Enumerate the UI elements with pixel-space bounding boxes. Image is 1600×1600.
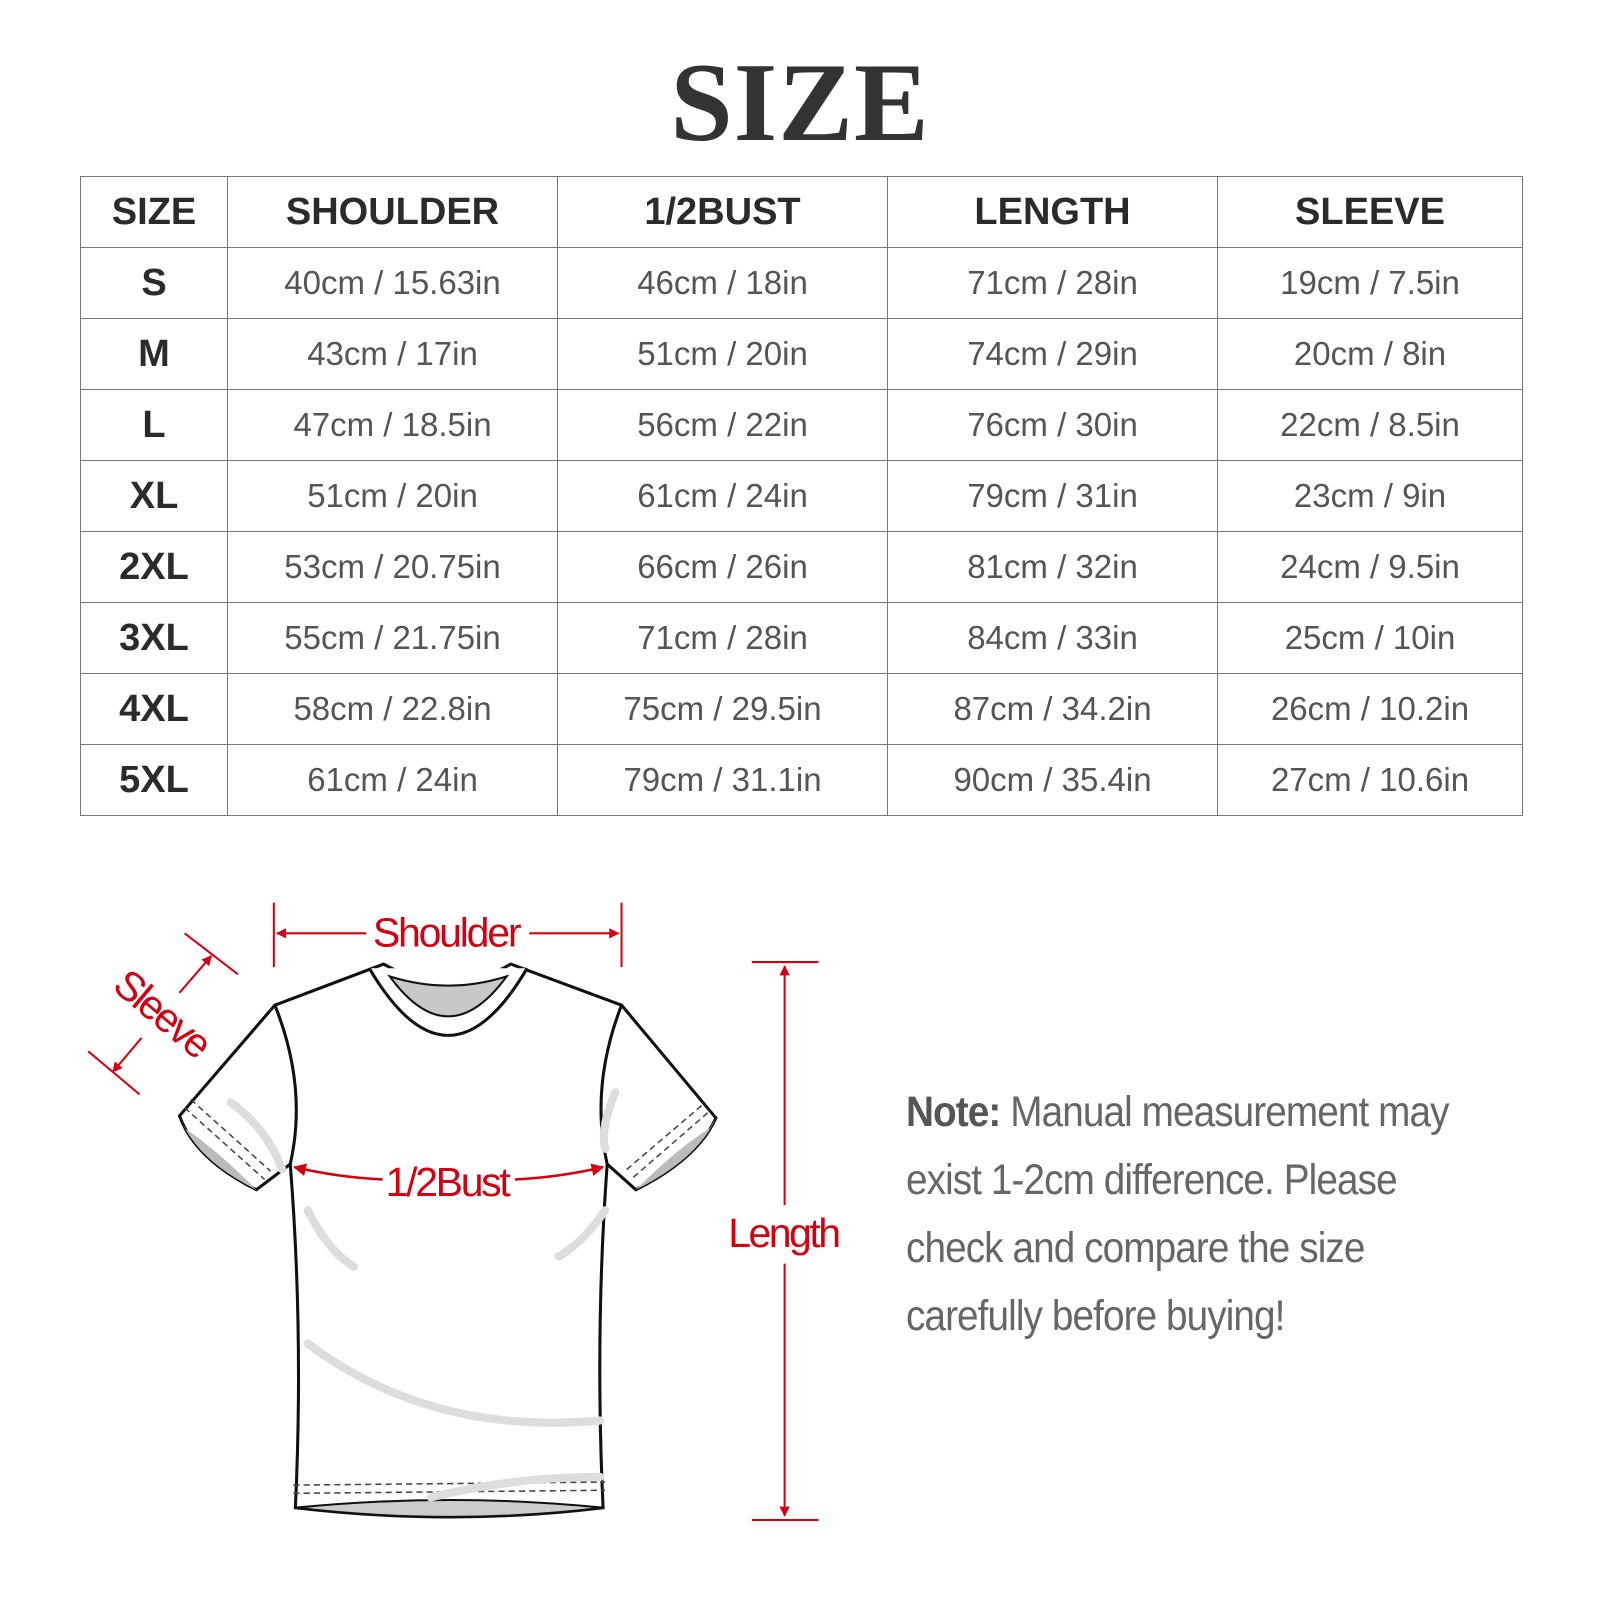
cell-length: 90cm / 35.4in bbox=[887, 744, 1218, 816]
header-sleeve: SLEEVE bbox=[1217, 176, 1523, 248]
cell-size: XL bbox=[80, 460, 228, 532]
page-title: SIZE bbox=[670, 41, 930, 165]
cell-sleeve: 24cm / 9.5in bbox=[1217, 531, 1523, 603]
cell-bust: 71cm / 28in bbox=[557, 602, 888, 674]
table-header-row: SIZE SHOULDER 1/2BUST LENGTH SLEEVE bbox=[80, 176, 1523, 248]
table-row: M 43cm / 17in 51cm / 20in 74cm / 29in 20cm /… bbox=[80, 318, 1523, 390]
header-length: LENGTH bbox=[887, 176, 1218, 248]
table-row: XL 51cm / 20in 61cm / 24in 79cm / 31in 23cm … bbox=[80, 460, 1523, 532]
header-bust: 1/2BUST bbox=[557, 176, 888, 248]
cell-bust: 75cm / 29.5in bbox=[557, 673, 888, 745]
cell-shoulder: 40cm / 15.63in bbox=[227, 247, 558, 319]
cell-length: 81cm / 32in bbox=[887, 531, 1218, 603]
measurement-note: Note: Manual measurement may exist 1-2cm… bbox=[906, 1078, 1500, 1350]
cell-bust: 61cm / 24in bbox=[557, 460, 888, 532]
cell-bust: 46cm / 18in bbox=[557, 247, 888, 319]
cell-shoulder: 55cm / 21.75in bbox=[227, 602, 558, 674]
cell-length: 74cm / 29in bbox=[887, 318, 1218, 390]
table-row: S 40cm / 15.63in 46cm / 18in 71cm / 28in 19c… bbox=[80, 247, 1523, 319]
table-row: 3XL 55cm / 21.75in 71cm / 28in 84cm / 33in 2… bbox=[80, 602, 1523, 674]
cell-shoulder: 61cm / 24in bbox=[227, 744, 558, 816]
cell-bust: 79cm / 31.1in bbox=[557, 744, 888, 816]
cell-shoulder: 51cm / 20in bbox=[227, 460, 558, 532]
cell-sleeve: 23cm / 9in bbox=[1217, 460, 1523, 532]
cell-size: L bbox=[80, 389, 228, 461]
cell-shoulder: 43cm / 17in bbox=[227, 318, 558, 390]
cell-length: 84cm / 33in bbox=[887, 602, 1218, 674]
cell-sleeve: 20cm / 8in bbox=[1217, 318, 1523, 390]
table-row: 2XL 53cm / 20.75in 66cm / 26in 81cm / 32in 2… bbox=[80, 531, 1523, 603]
cell-size: S bbox=[80, 247, 228, 319]
cell-sleeve: 27cm / 10.6in bbox=[1217, 744, 1523, 816]
cell-sleeve: 26cm / 10.2in bbox=[1217, 673, 1523, 745]
cell-length: 71cm / 28in bbox=[887, 247, 1218, 319]
length-measure: Length bbox=[728, 961, 841, 1522]
cell-size: 5XL bbox=[80, 744, 228, 816]
cell-sleeve: 25cm / 10in bbox=[1217, 602, 1523, 674]
note-text: Manual measurement may exist 1-2cm diffe… bbox=[906, 1088, 1449, 1340]
header-size: SIZE bbox=[80, 176, 228, 248]
note-label: Note: bbox=[906, 1088, 1001, 1136]
cell-size: 4XL bbox=[80, 673, 228, 745]
cell-size: M bbox=[80, 318, 228, 390]
table-row: L 47cm / 18.5in 56cm / 22in 76cm / 30in 22cm… bbox=[80, 389, 1523, 461]
length-label: Length bbox=[728, 1210, 841, 1256]
tshirt-outline bbox=[177, 962, 718, 1519]
sleeve-label: Sleeve bbox=[105, 960, 221, 1068]
sleeve-measure: Sleeve bbox=[87, 932, 239, 1096]
bust-label: 1/2Bust bbox=[386, 1159, 512, 1205]
cell-sleeve: 19cm / 7.5in bbox=[1217, 247, 1523, 319]
size-chart-table: SIZE SHOULDER 1/2BUST LENGTH SLEEVE S 40c… bbox=[80, 176, 1523, 816]
table-row: 4XL 58cm / 22.8in 75cm / 29.5in 87cm / 34.2… bbox=[80, 673, 1523, 745]
cell-shoulder: 58cm / 22.8in bbox=[227, 673, 558, 745]
table-row: 5XL 61cm / 24in 79cm / 31.1in 90cm / 35.4in… bbox=[80, 744, 1523, 816]
cell-size: 3XL bbox=[80, 602, 228, 674]
shoulder-measure: Shoulder bbox=[272, 902, 623, 968]
cell-length: 76cm / 30in bbox=[887, 389, 1218, 461]
cell-bust: 56cm / 22in bbox=[557, 389, 888, 461]
cell-shoulder: 53cm / 20.75in bbox=[227, 531, 558, 603]
bust-measure: 1/2Bust bbox=[293, 1159, 605, 1205]
cell-sleeve: 22cm / 8.5in bbox=[1217, 389, 1523, 461]
cell-bust: 66cm / 26in bbox=[557, 531, 888, 603]
shoulder-label: Shoulder bbox=[373, 910, 522, 956]
